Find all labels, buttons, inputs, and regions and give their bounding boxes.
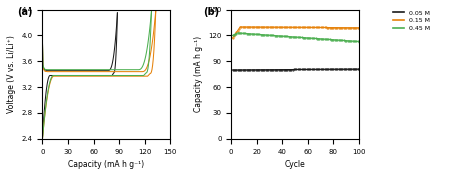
Text: (a): (a) <box>17 7 32 17</box>
X-axis label: Capacity (mA h g⁻¹): Capacity (mA h g⁻¹) <box>68 160 144 169</box>
Text: (b): (b) <box>202 7 219 17</box>
Y-axis label: Voltage (V vs. Li/Li⁺): Voltage (V vs. Li/Li⁺) <box>7 35 16 113</box>
X-axis label: Cycle: Cycle <box>284 160 305 169</box>
Y-axis label: Capacity (mA h g⁻¹): Capacity (mA h g⁻¹) <box>193 36 202 112</box>
Legend: 0.05 M, 0.15 M, 0.45 M: 0.05 M, 0.15 M, 0.45 M <box>392 10 429 31</box>
